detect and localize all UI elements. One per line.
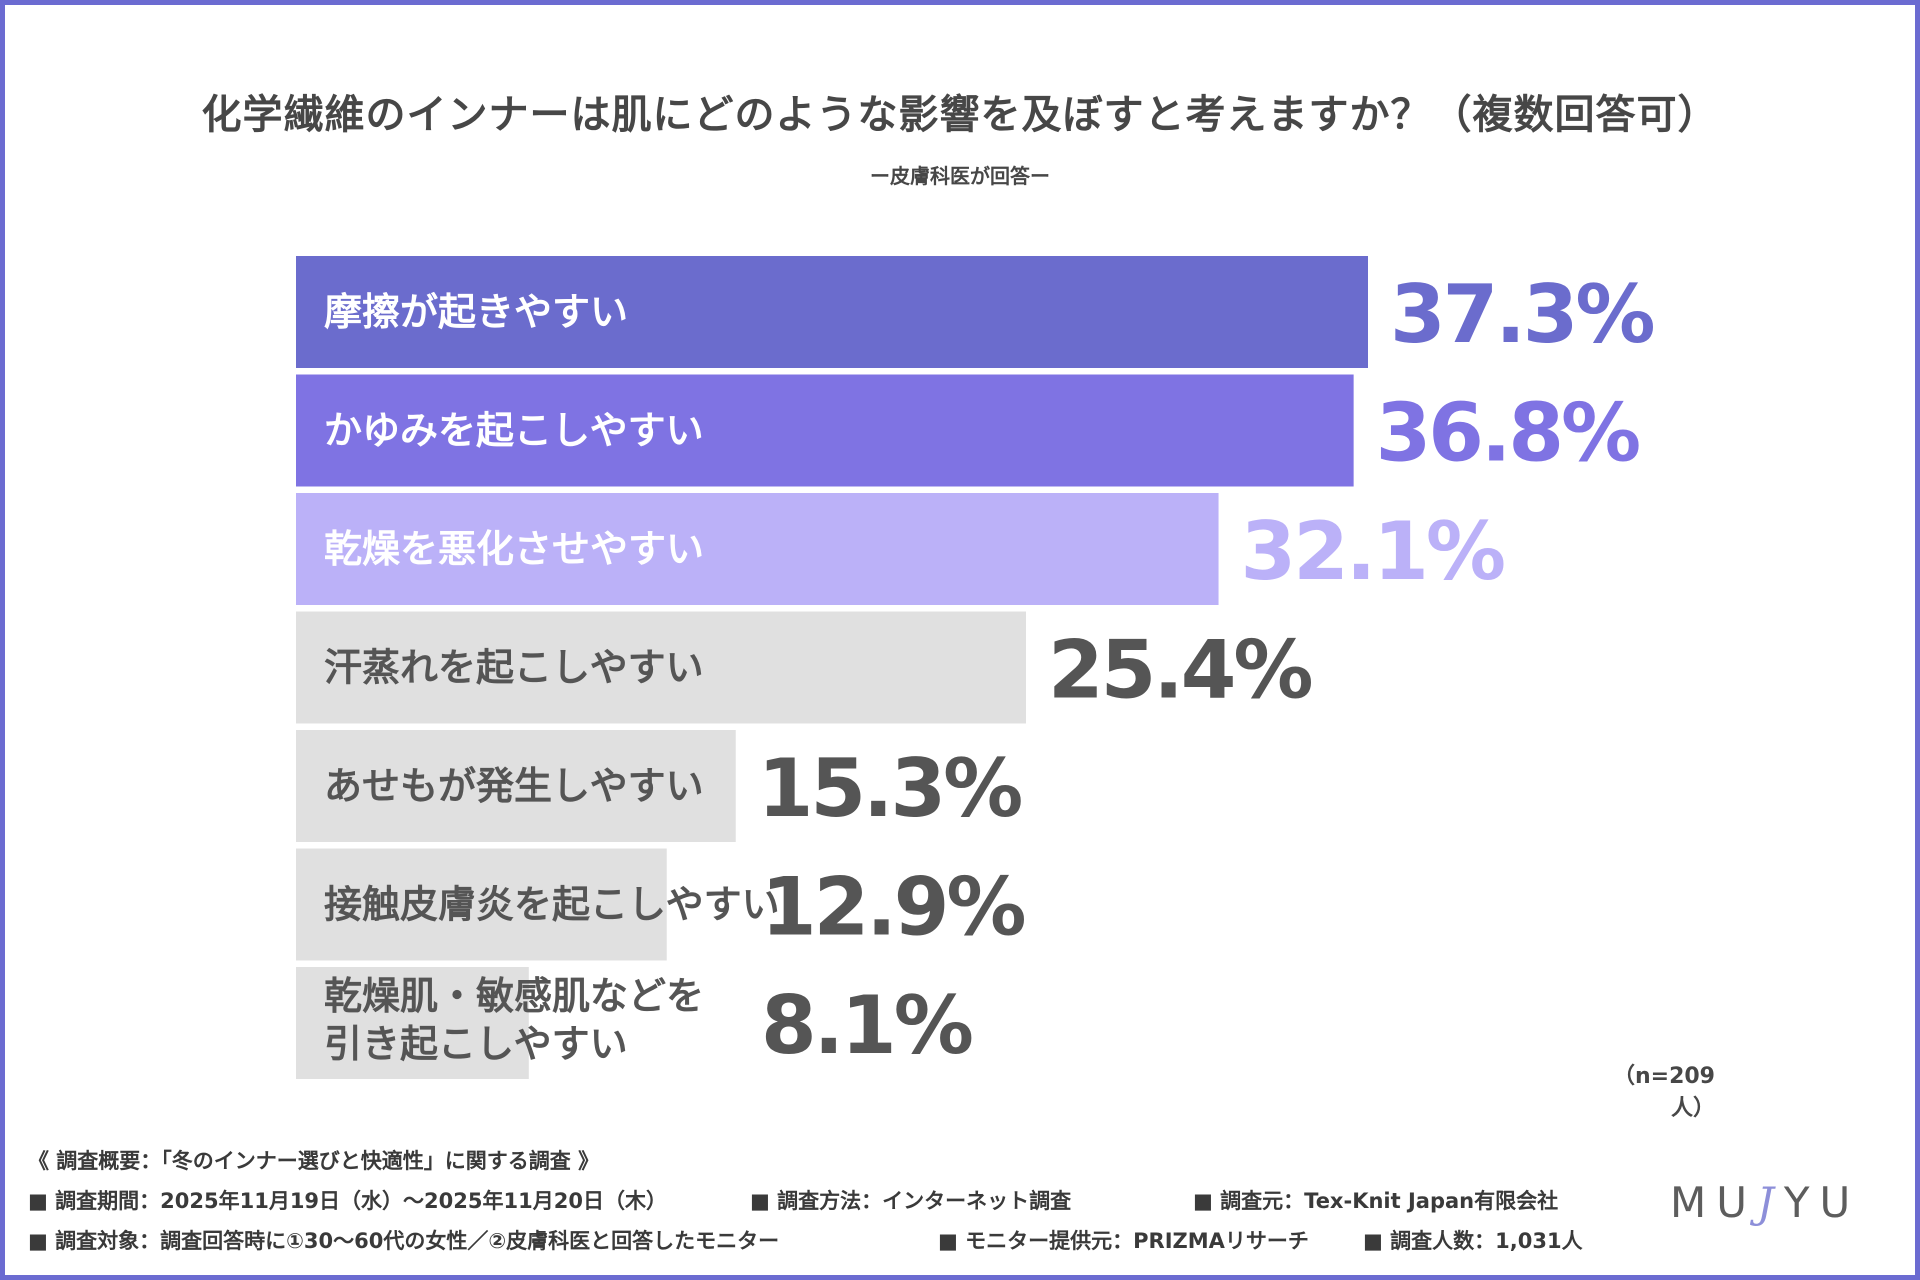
value-label-7: 8.1%: [761, 979, 972, 1072]
logo-right: YU: [1783, 1178, 1861, 1227]
bar-2: [296, 374, 1354, 487]
bar-1: [296, 256, 1368, 368]
survey-count: ■ 調査人数：1,031人: [1363, 1229, 1583, 1253]
logo-mark: J: [1756, 1178, 1784, 1227]
bar-label-6: 接触皮膚炎を起こしやすい: [324, 883, 780, 927]
value-label-6: 12.9%: [761, 861, 1024, 954]
chart-title: 化学繊維のインナーは肌にどのような影響を及ぼすと考えますか？（複数回答可）: [201, 92, 1719, 138]
survey-method: ■ 調査方法：インターネット調査: [750, 1189, 1072, 1213]
bar-3: [296, 493, 1219, 605]
value-label-3: 32.1%: [1241, 505, 1504, 598]
bar-4: [296, 611, 1026, 724]
survey-period: ■ 調査期間：2025年11月19日（水）〜2025年11月20日（木）: [28, 1189, 667, 1213]
bar-label-7: 乾燥肌・敏感肌などを引き起こしやすい: [324, 974, 704, 1066]
value-label-5: 15.3%: [758, 742, 1021, 835]
bar-label-2: かゆみを起こしやすい: [324, 409, 704, 453]
bar-7: [296, 967, 529, 1079]
bar-6: [296, 848, 667, 961]
chart-subtitle: ー皮膚科医が回答ー: [870, 164, 1050, 188]
bar-5: [296, 730, 736, 842]
value-label-2: 36.8%: [1376, 387, 1639, 480]
monitor-provider: ■ モニター提供元：PRIZMAリサーチ: [938, 1229, 1309, 1253]
survey-heading: 《 調査概要：「冬のインナー選びと快適性」に関する調査 》: [28, 1149, 600, 1173]
survey-target: ■ 調査対象：調査回答時に①30〜60代の女性／②皮膚科医と回答したモニター: [28, 1229, 780, 1253]
value-label-1: 37.3%: [1390, 268, 1653, 361]
bar-label-4: 汗蒸れを起こしやすい: [324, 646, 704, 690]
bar-label-5: あせもが発生しやすい: [324, 764, 704, 808]
bar-label-3: 乾燥を悪化させやすい: [324, 527, 704, 571]
survey-source: ■ 調査元：Tex-Knit Japan有限会社: [1193, 1189, 1559, 1213]
logo-left: MU: [1670, 1178, 1757, 1227]
value-label-4: 25.4%: [1048, 624, 1311, 717]
mujyu-logo: MUJYU: [1670, 1178, 1890, 1268]
bar-label-1: 摩擦が起きやすい: [324, 290, 628, 334]
sample-size-note: （n=209人）: [1612, 1064, 1715, 1121]
